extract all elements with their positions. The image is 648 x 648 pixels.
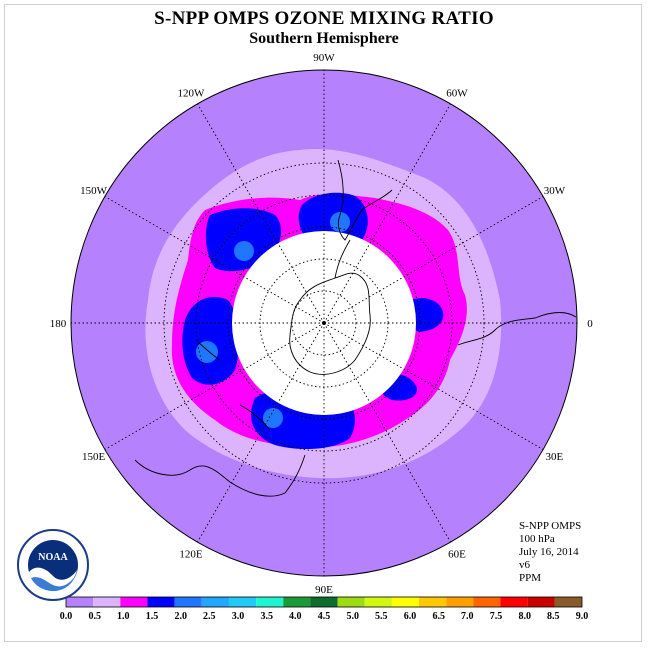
colorbar-label-14: 7.0: [461, 611, 474, 622]
ozone-band-2.0-2.5-c: [196, 341, 218, 363]
colorbar-swatch-9: [310, 597, 338, 607]
longitude-label-6: 90E: [315, 584, 333, 596]
colorbar-label-7: 3.5: [260, 611, 273, 622]
info-version: v6: [519, 559, 530, 571]
longitude-label-7: 120E: [179, 548, 203, 560]
colorbar-swatch-7: [256, 597, 284, 607]
colorbar-label-0: 0.0: [60, 611, 73, 622]
colorbar-swatch-14: [446, 597, 474, 607]
colorbar-swatch-4: [174, 597, 202, 607]
colorbar-label-8: 4.0: [289, 611, 302, 622]
colorbar-label-10: 5.0: [346, 611, 359, 622]
info-date: July 16, 2014: [519, 546, 579, 558]
colorbar-swatch-17: [527, 597, 555, 607]
colorbar-frame: [65, 596, 583, 608]
colorbar-swatch-10: [337, 597, 365, 607]
colorbar-label-9: 4.5: [318, 611, 331, 622]
colorbar-swatch-5: [201, 597, 229, 607]
colorbar-swatch-11: [364, 597, 392, 607]
map-boundary: [70, 69, 578, 577]
colorbar-label-17: 8.5: [547, 611, 560, 622]
ozone-band-2.0-2.5-a: [234, 241, 254, 261]
figure-frame: [4, 4, 642, 642]
longitude-label-10: 150W: [80, 185, 108, 197]
ozone-band-1.5-2.0-d: [408, 298, 444, 332]
ozone-band-2.0-2.5-d: [263, 408, 283, 428]
colorbar-label-18: 9.0: [576, 611, 589, 622]
ozone-band-1.5-2.0-c: [182, 296, 240, 385]
colorbar-label-5: 2.5: [203, 611, 216, 622]
colorbar-swatch-6: [228, 597, 257, 607]
colorbar-label-16: 8.0: [518, 611, 531, 622]
info-panel: S-NPP OMPS 100 hPa July 16, 2014 v6 PPM: [519, 520, 581, 585]
colorbar-label-13: 6.5: [432, 611, 445, 622]
info-level: 100 hPa: [519, 533, 555, 545]
colorbar-swatch-0: [66, 597, 94, 607]
colorbar-swatch-12: [391, 597, 420, 607]
longitude-label-11: 120W: [178, 88, 206, 100]
longitude-label-5: 60E: [448, 548, 466, 560]
map-title: S-NPP OMPS OZONE MIXING RATIO: [154, 8, 494, 29]
noaa-logo: NOAA: [17, 529, 89, 601]
colorbar-label-6: 3.0: [232, 611, 245, 622]
longitude-label-0: 90W: [313, 52, 335, 64]
colorbar-label-15: 7.5: [490, 611, 503, 622]
colorbar-label-11: 5.5: [375, 611, 388, 622]
longitude-label-8: 150E: [82, 451, 106, 463]
info-units: PPM: [519, 572, 542, 584]
colorbar-swatch-13: [419, 597, 447, 607]
colorbar-swatch-1: [93, 597, 121, 607]
colorbar: 0.0 0.5 1.0 1.5 2.0 2.5 3.0 3.5 4.0 4.5 5.0 5.5 6.0 6…: [60, 596, 589, 622]
colorbar-label-4: 2.0: [174, 611, 187, 622]
south-pole-dot: [322, 321, 326, 325]
colorbar-swatch-8: [283, 597, 311, 607]
longitude-labels: 90W 60W 30W 0 30E 60E 90E 120E 150E 180 150W 120W: [50, 52, 594, 596]
coastlines: [134, 159, 577, 497]
ozone-band-2.0-2.5-b: [330, 212, 350, 232]
longitude-label-4: 30E: [546, 451, 564, 463]
colorbar-label-12: 6.0: [404, 611, 417, 622]
colorbar-swatch-15: [473, 597, 501, 607]
colorbar-label-2: 1.0: [117, 611, 130, 622]
colorbar-label-3: 1.5: [146, 611, 159, 622]
noaa-logo-text: NOAA: [38, 552, 68, 563]
colorbar-label-1: 0.5: [88, 611, 101, 622]
colorbar-swatch-18: [554, 597, 582, 607]
longitude-label-9: 180: [50, 318, 67, 330]
longitude-label-3: 0: [587, 318, 593, 330]
longitude-label-1: 60W: [446, 88, 468, 100]
info-instrument: S-NPP OMPS: [519, 520, 582, 532]
colorbar-swatch-16: [500, 597, 528, 607]
colorbar-swatch-2: [120, 597, 148, 607]
map-subtitle: Southern Hemisphere: [249, 30, 399, 47]
colorbar-swatch-3: [147, 597, 175, 607]
longitude-label-2: 30W: [544, 185, 566, 197]
